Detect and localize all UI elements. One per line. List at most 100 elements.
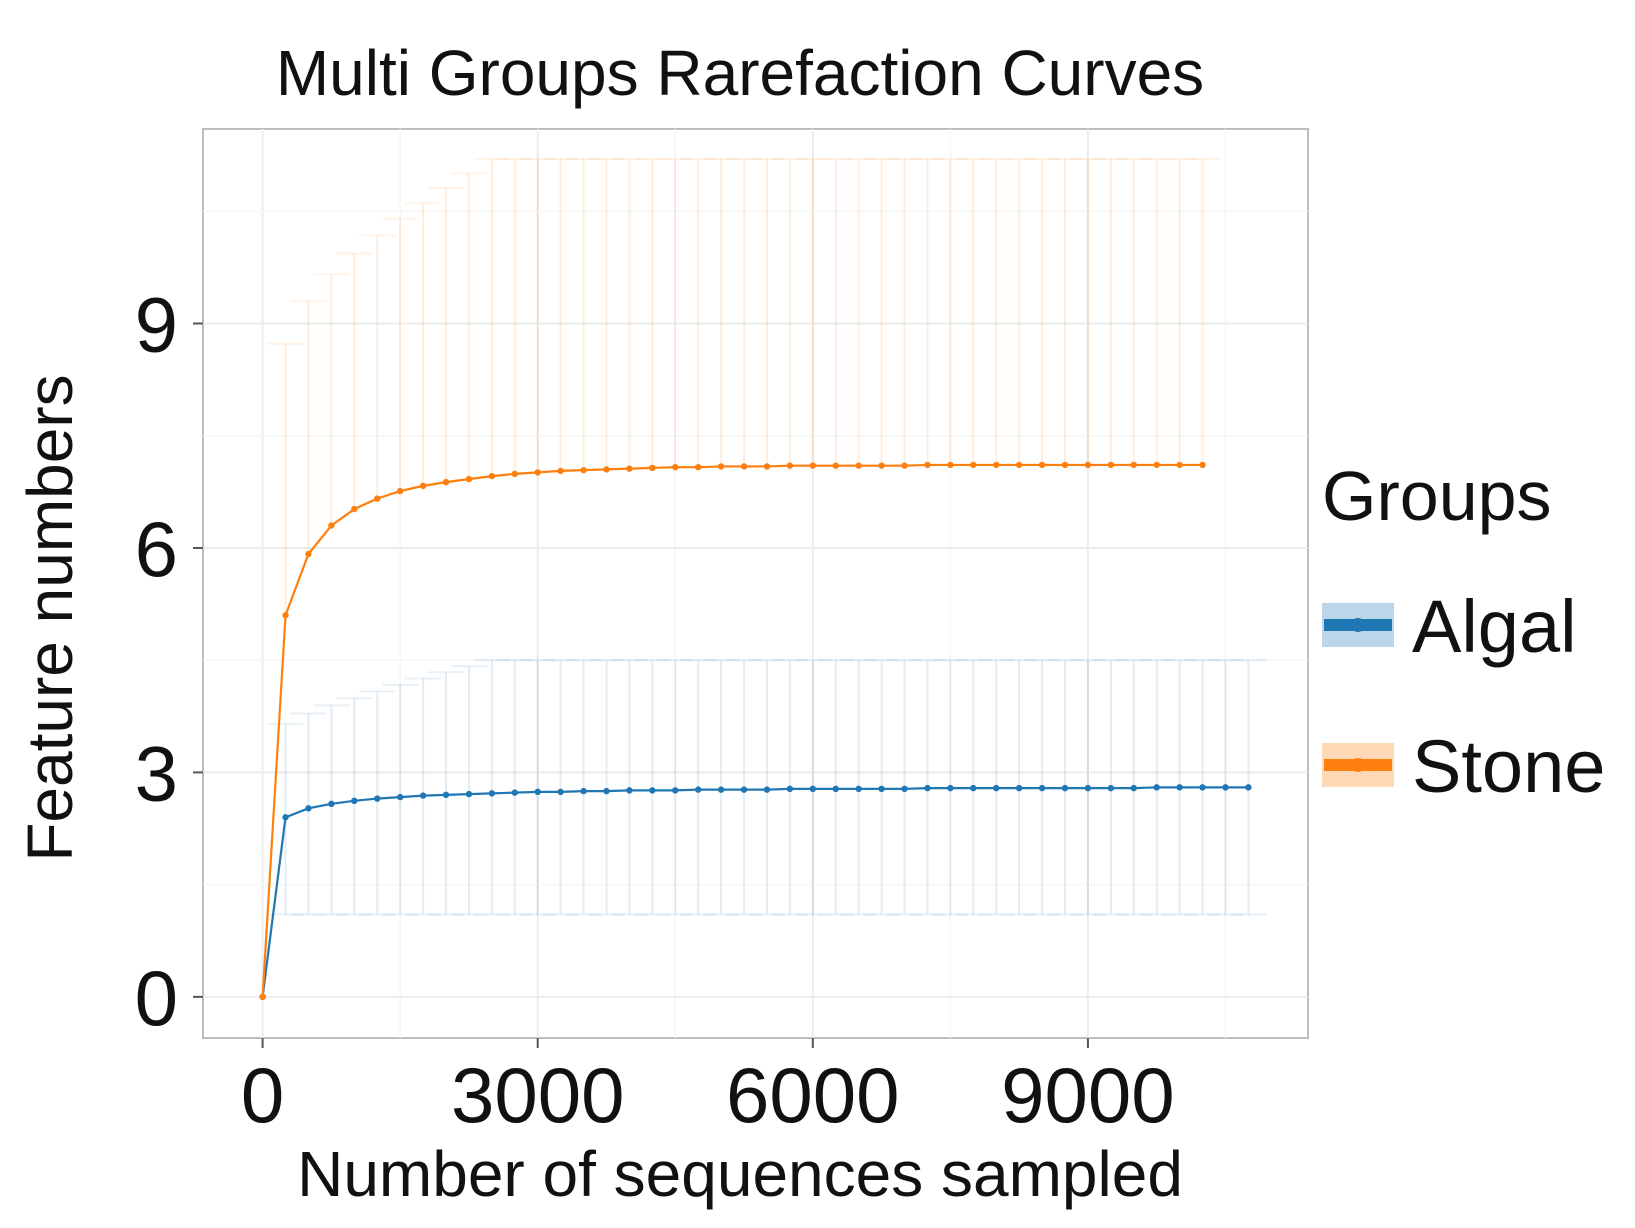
- data-point-stone: [1107, 461, 1115, 469]
- data-point-algal: [465, 790, 473, 798]
- data-point-algal: [282, 814, 289, 821]
- data-point-stone: [878, 462, 885, 469]
- y-tick-label: 0: [135, 954, 178, 1042]
- x-axis-title: Number of sequences sampled: [297, 1138, 1183, 1210]
- data-point-algal: [740, 786, 748, 793]
- y-tick-label: 9: [135, 281, 178, 369]
- series-line-stone: [261, 463, 1203, 997]
- data-point-algal: [1130, 784, 1137, 792]
- data-point-algal: [1222, 784, 1229, 791]
- data-point-algal: [947, 784, 954, 792]
- data-point-algal: [1245, 784, 1252, 791]
- data-point-stone: [1084, 461, 1092, 469]
- data-point-stone: [809, 462, 817, 469]
- data-point-stone: [1061, 461, 1069, 469]
- data-point-algal: [786, 785, 794, 793]
- data-point-stone: [901, 462, 908, 469]
- data-point-algal: [351, 797, 358, 805]
- series-line-algal: [261, 786, 1249, 997]
- data-point-stone: [1153, 461, 1160, 469]
- data-point-algal: [672, 787, 679, 794]
- data-point-algal: [374, 795, 381, 802]
- data-point-stone: [1038, 461, 1046, 469]
- data-point-algal: [511, 789, 518, 796]
- data-point-algal: [970, 784, 977, 792]
- data-point-stone: [924, 461, 931, 469]
- data-point-stone: [832, 462, 839, 469]
- data-point-algal: [305, 805, 312, 812]
- y-tick-label: 3: [135, 729, 178, 817]
- x-tick-label: 6000: [726, 1051, 900, 1139]
- data-point-stone: [649, 464, 656, 472]
- data-point-stone: [465, 475, 473, 483]
- data-point-stone: [305, 550, 312, 558]
- data-point-algal: [694, 786, 702, 793]
- data-point-algal: [1015, 784, 1023, 792]
- data-point-algal: [396, 793, 404, 801]
- legend-swatch-point: [1351, 618, 1365, 632]
- data-point-algal: [901, 785, 908, 793]
- data-point-algal: [534, 788, 541, 796]
- data-point-algal: [626, 787, 633, 794]
- chart-title: Multi Groups Rarefaction Curves: [276, 37, 1204, 109]
- data-point-algal: [442, 791, 450, 799]
- data-point-stone: [786, 462, 794, 469]
- data-point-stone: [1199, 461, 1206, 469]
- legend: Groups Algal Stone: [1322, 457, 1605, 808]
- legend-label-stone: Stone: [1412, 725, 1605, 808]
- grid-layer: [203, 129, 1308, 1038]
- data-point-stone: [970, 461, 977, 469]
- data-point-stone: [947, 461, 954, 469]
- data-point-algal: [580, 787, 587, 795]
- data-point-algal: [763, 786, 771, 793]
- legend-items: Algal Stone: [1322, 585, 1605, 808]
- y-axis-ticks: 0 3 6 9: [135, 281, 203, 1042]
- data-point-stone: [511, 470, 518, 478]
- legend-label-algal: Algal: [1412, 585, 1577, 668]
- data-point-stone: [672, 463, 679, 471]
- data-point-algal: [809, 785, 817, 793]
- data-point-algal: [1084, 784, 1092, 792]
- data-point-algal: [1153, 784, 1160, 791]
- data-point-stone: [282, 612, 289, 619]
- data-point-algal: [717, 786, 725, 793]
- series-layer: [259, 461, 1252, 1001]
- data-point-stone: [374, 495, 381, 502]
- data-point-algal: [1061, 784, 1069, 792]
- data-point-stone: [442, 478, 450, 486]
- data-point-stone: [1130, 461, 1137, 469]
- data-point-stone: [419, 482, 427, 490]
- data-point-stone: [259, 993, 266, 1001]
- data-point-stone: [328, 522, 335, 529]
- data-point-stone: [1176, 461, 1183, 469]
- legend-swatch-point: [1351, 758, 1365, 772]
- data-point-algal: [1176, 784, 1183, 791]
- data-point-algal: [557, 788, 564, 796]
- data-point-stone: [603, 466, 610, 473]
- data-point-algal: [419, 792, 427, 799]
- data-point-algal: [832, 785, 839, 793]
- data-point-algal: [1107, 784, 1115, 792]
- data-point-algal: [328, 800, 335, 808]
- data-point-stone: [396, 487, 404, 495]
- data-point-stone: [557, 467, 564, 475]
- data-point-algal: [924, 784, 931, 792]
- data-point-algal: [1199, 784, 1206, 791]
- data-point-stone: [534, 469, 541, 476]
- x-tick-label: 3000: [451, 1051, 625, 1139]
- data-point-algal: [878, 785, 885, 793]
- data-point-stone: [717, 463, 725, 470]
- y-axis-title: Feature numbers: [14, 374, 86, 861]
- data-point-stone: [763, 463, 771, 470]
- data-point-stone: [626, 465, 633, 472]
- data-point-algal: [603, 787, 610, 795]
- plot-panel: [202, 128, 1309, 1039]
- data-point-algal: [993, 784, 1000, 792]
- data-point-algal: [1038, 784, 1046, 792]
- data-point-algal: [855, 785, 862, 793]
- legend-title: Groups: [1322, 457, 1552, 535]
- x-axis-ticks: 0 3000 6000 9000: [241, 1038, 1175, 1139]
- data-point-algal: [649, 787, 656, 794]
- data-point-stone: [993, 461, 1000, 469]
